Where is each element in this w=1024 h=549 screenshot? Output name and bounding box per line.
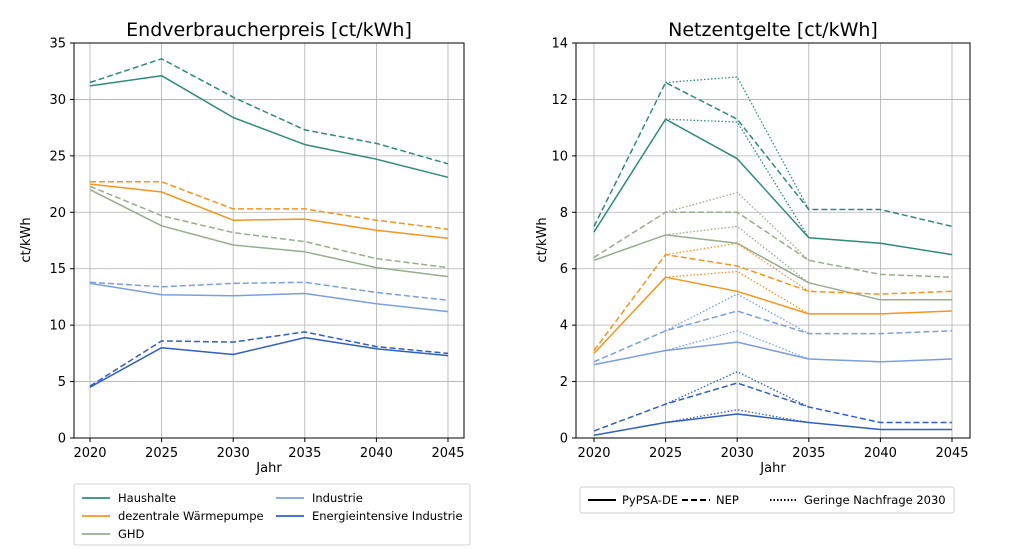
- series-line-ghd-dashed: [593, 211, 953, 278]
- y-tick-label: 10: [551, 149, 568, 164]
- y-tick-label: 5: [58, 375, 66, 390]
- series-line-energieintensive-dashed: [89, 331, 449, 387]
- x-tick-label: 2025: [649, 446, 682, 461]
- series-line-energieintensive-solid: [89, 336, 449, 388]
- series-line-haushalte-dotted: [665, 76, 810, 210]
- series-line-waermepumpe-dashed: [90, 181, 449, 230]
- right-chart-title: Netzentgelte [ct/kWh]: [668, 19, 878, 41]
- left-series-lines: [89, 58, 449, 388]
- x-tick-label: 2035: [792, 446, 825, 461]
- y-tick-label: 30: [49, 93, 66, 108]
- y-tick-label: 4: [560, 319, 568, 334]
- left-ylabel: ct/kWh: [19, 217, 34, 262]
- right-legend-box: [579, 486, 955, 514]
- x-tick-label: 2045: [431, 446, 464, 461]
- y-tick-label: 6: [560, 262, 568, 277]
- x-tick-label: 2045: [935, 446, 968, 461]
- left-gridlines: [74, 42, 464, 439]
- x-tick-label: 2020: [577, 446, 610, 461]
- series-line-industrie-dashed: [593, 310, 953, 363]
- legend-label-industrie: Industrie: [312, 491, 363, 505]
- chart-right: Netzentgelte [ct/kWh] 2020 2025 2030 2035 20…: [535, 19, 971, 514]
- series-line-industrie-dotted: [665, 330, 810, 360]
- series-line-industrie-dashed: [89, 281, 449, 302]
- left-legend: Haushalte dezentrale Wärmepumpe GHD Industr…: [73, 483, 471, 546]
- series-line-waermepumpe-dashed: [593, 253, 953, 351]
- x-tick-label: 2040: [864, 446, 897, 461]
- y-tick-label: 15: [49, 262, 66, 277]
- right-legend: PyPSA-DE NEP Geringe Nachfrage 2030: [579, 486, 955, 514]
- x-tick-label: 2030: [721, 446, 754, 461]
- right-gridlines: [576, 42, 970, 439]
- legend-label-ghd: GHD: [118, 527, 145, 541]
- x-tick-label: 2020: [73, 446, 106, 461]
- legend-label-waermepumpe: dezentrale Wärmepumpe: [118, 509, 264, 523]
- right-plot-frame: [575, 42, 971, 439]
- y-tick-label: 2: [560, 375, 568, 390]
- left-xlabel: Jahr: [255, 461, 282, 476]
- x-tick-label: 2035: [288, 446, 321, 461]
- series-line-haushalte-dotted: [665, 118, 810, 239]
- y-tick-label: 25: [49, 149, 66, 164]
- series-line-haushalte-solid: [593, 118, 953, 256]
- left-legend-box: [73, 483, 471, 546]
- series-line-industrie-solid: [89, 282, 449, 313]
- series-line-waermepumpe-solid: [89, 183, 449, 239]
- series-line-waermepumpe-dotted: [665, 270, 810, 315]
- legend-label-dotted: Geringe Nachfrage 2030: [804, 493, 946, 507]
- legend-label-solid: PyPSA-DE: [622, 493, 678, 507]
- series-line-waermepumpe-dotted: [665, 242, 810, 292]
- series-line-ghd-dashed: [89, 185, 449, 269]
- left-chart-title: Endverbraucherpreis [ct/kWh]: [126, 19, 412, 41]
- left-plot-frame: [73, 42, 465, 439]
- right-xlabel: Jahr: [759, 461, 786, 476]
- series-line-industrie-solid: [593, 341, 953, 366]
- y-tick-label: 10: [49, 319, 66, 334]
- right-ticks: 2020 2025 2030 2035 2040 2045 0 2 4 6 8 10 12 14: [551, 37, 968, 462]
- y-tick-label: 0: [58, 432, 66, 447]
- x-tick-label: 2025: [145, 446, 178, 461]
- right-ylabel: ct/kWh: [535, 217, 550, 262]
- y-tick-label: 8: [560, 206, 568, 221]
- legend-label-energieintensive: Energieintensive Industrie: [312, 509, 463, 523]
- x-tick-label: 2040: [360, 446, 393, 461]
- y-tick-label: 12: [551, 93, 568, 108]
- legend-label-dashed: NEP: [716, 493, 739, 507]
- y-tick-label: 35: [49, 37, 66, 52]
- series-line-energieintensive-solid: [593, 413, 952, 436]
- y-tick-label: 20: [49, 206, 66, 221]
- series-line-ghd-solid: [593, 234, 952, 301]
- x-tick-label: 2030: [217, 446, 250, 461]
- y-tick-label: 14: [551, 37, 568, 52]
- series-line-ghd-dotted: [665, 191, 810, 261]
- series-line-haushalte-dashed: [89, 58, 449, 165]
- series-line-haushalte-dashed: [593, 81, 953, 228]
- series-line-waermepumpe-solid: [593, 276, 953, 354]
- legend-label-haushalte: Haushalte: [118, 491, 176, 505]
- series-line-haushalte-solid: [89, 74, 449, 179]
- series-line-energieintensive-dashed: [593, 382, 952, 432]
- series-line-ghd-solid: [89, 189, 449, 278]
- y-tick-label: 0: [560, 432, 568, 447]
- right-series-lines: [593, 76, 953, 436]
- chart-left: Endverbraucherpreis [ct/kWh] 2020 2025 203…: [19, 19, 471, 546]
